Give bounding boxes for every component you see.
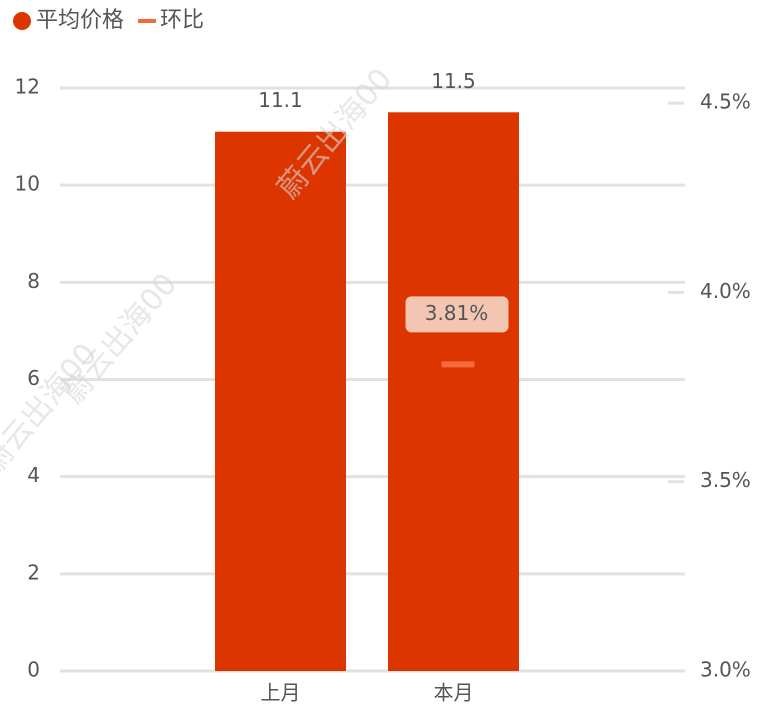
value-label: 11.1: [258, 88, 303, 112]
y2-tick-label: 3.0%: [700, 658, 751, 682]
legend-label: 平均价格: [36, 8, 124, 33]
y-tick-label: 12: [15, 75, 40, 99]
y-tick-label: 2: [27, 560, 40, 584]
y2-tick-label: 4.0%: [700, 279, 751, 303]
x-tick-label: 本月: [434, 681, 474, 705]
x-tick-label: 上月: [261, 681, 301, 705]
y-tick-label: 6: [27, 366, 40, 390]
watermark: 蔚云出海00: [0, 337, 104, 481]
y-tick-label: 4: [27, 463, 40, 487]
legend-label: 环比: [160, 8, 204, 33]
bar: [215, 131, 346, 672]
value-label-box: [405, 296, 509, 333]
y-tick-label: 0: [27, 658, 40, 682]
legend-swatch: [13, 12, 31, 30]
bar: [388, 112, 519, 671]
value-label: 3.81%: [425, 301, 489, 325]
value-label: 11.5: [431, 69, 476, 93]
y-tick-label: 8: [27, 269, 40, 293]
y-tick-label: 10: [15, 172, 40, 196]
y2-tick-label: 4.5%: [700, 90, 751, 114]
y2-tick-label: 3.5%: [700, 468, 751, 492]
